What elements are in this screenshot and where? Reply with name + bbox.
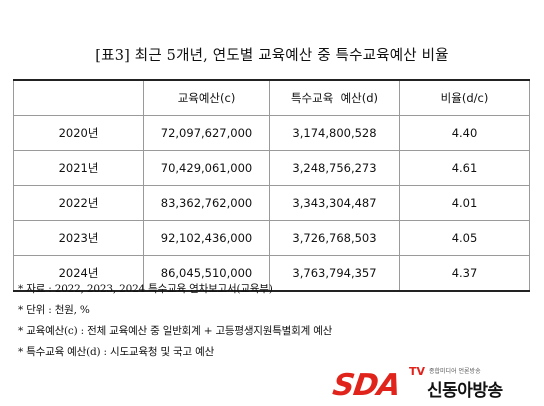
table-header-row: 교육예산(c) 특수교육 예산(d) 비율(d/c) — [13, 79, 530, 116]
row-year: 2022년 — [13, 185, 144, 221]
row-year: 2021년 — [13, 150, 144, 186]
header-empty — [13, 79, 144, 116]
table-row: 2021년 70,429,061,000 3,248,756,273 4.61 — [13, 150, 530, 186]
row-special: 3,343,304,487 — [269, 185, 400, 221]
table-row: 2023년 92,102,436,000 3,726,768,503 4.05 — [13, 220, 530, 256]
row-ratio: 4.40 — [399, 115, 530, 151]
logo-tagline: 종합미디어 언론방송 — [429, 368, 481, 375]
header-budget: 교육예산(c) — [143, 79, 270, 116]
row-year: 2023년 — [13, 220, 144, 256]
row-ratio: 4.05 — [399, 220, 530, 256]
footnote-special-def: * 특수교육 예산(d) : 시도교육청 및 국고 예산 — [18, 346, 215, 358]
table-title: [표3] 최근 5개년, 연도별 교육예산 중 특수교육예산 비율 — [95, 48, 449, 64]
table-row: 2022년 83,362,762,000 3,343,304,487 4.01 — [13, 185, 530, 221]
footnote-budget-def: * 교육예산(c) : 전체 교육예산 중 일반회계 + 고등평생지원특별회계 … — [18, 325, 333, 337]
logo-mark: SDA — [330, 368, 403, 403]
row-budget: 92,102,436,000 — [143, 220, 270, 256]
row-ratio: 4.01 — [399, 185, 530, 221]
row-budget: 70,429,061,000 — [143, 150, 270, 186]
table-row: 2020년 72,097,627,000 3,174,800,528 4.40 — [13, 115, 530, 151]
footnote-source: * 자료 : 2022, 2023, 2024 특수교육 연차보고서(교육부) — [18, 283, 273, 295]
budget-table: 교육예산(c) 특수교육 예산(d) 비율(d/c) 2020년 72,097,… — [13, 79, 530, 292]
row-year: 2024년 — [13, 255, 144, 292]
footnote-unit: * 단위 : 천원, % — [18, 304, 90, 316]
row-special: 3,248,756,273 — [269, 150, 400, 186]
header-special-budget: 특수교육 예산(d) — [269, 79, 400, 116]
logo-name: 신동아방송 — [427, 381, 503, 401]
row-year: 2020년 — [13, 115, 144, 151]
row-special: 3,726,768,503 — [269, 220, 400, 256]
row-budget: 72,097,627,000 — [143, 115, 270, 151]
row-ratio: 4.37 — [399, 255, 530, 292]
footnotes: * 자료 : 2022, 2023, 2024 특수교육 연차보고서(교육부) … — [18, 279, 332, 363]
table-row: 2024년 86,045,510,000 3,763,794,357 4.37 — [13, 255, 530, 292]
logo-tv: TV — [409, 365, 426, 378]
row-special: 3,174,800,528 — [269, 115, 400, 151]
row-budget: 86,045,510,000 — [143, 255, 270, 292]
broadcaster-logo: SDA TV 종합미디어 언론방송 신동아방송 — [330, 362, 539, 403]
header-ratio: 비율(d/c) — [399, 79, 530, 116]
row-ratio: 4.61 — [399, 150, 530, 186]
row-budget: 83,362,762,000 — [143, 185, 270, 221]
